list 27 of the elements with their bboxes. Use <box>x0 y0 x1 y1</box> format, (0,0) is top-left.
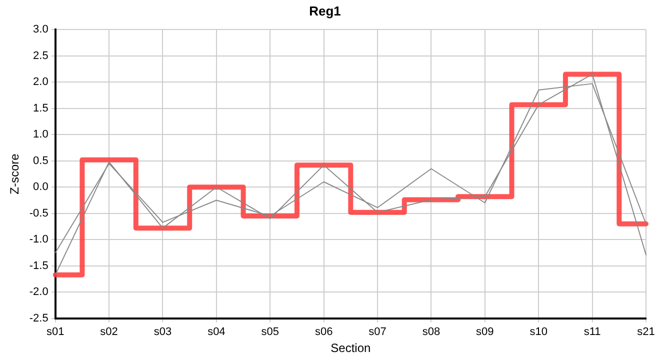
y-tick-label: -1.0 <box>29 234 48 246</box>
y-tick-label: 0.0 <box>33 181 48 194</box>
y-tick-label: 1.0 <box>33 128 48 141</box>
x-tick-label: s21 <box>637 326 655 338</box>
y-tick-label: -2.5 <box>29 312 48 324</box>
x-tick-label: s06 <box>314 326 333 338</box>
y-tick-label: 2.5 <box>33 50 48 62</box>
x-tick-label: s11 <box>584 326 601 338</box>
x-tick-label: s08 <box>422 326 440 338</box>
y-tick-label: -1.5 <box>29 260 48 272</box>
x-tick-label: s04 <box>208 326 226 338</box>
x-axis-title: Section <box>330 341 371 356</box>
x-tick-label: s10 <box>530 326 548 338</box>
x-tick-label: s03 <box>154 326 172 338</box>
x-tick-label: s02 <box>100 326 118 338</box>
x-tick-label: s01 <box>46 326 64 338</box>
y-tick-label: 1.5 <box>33 102 48 114</box>
x-tick-label: s09 <box>476 326 494 338</box>
x-tick-label: s07 <box>368 326 386 338</box>
y-tick-label: 2.0 <box>33 76 48 88</box>
y-tick-label: 3.0 <box>33 24 48 36</box>
y-tick-label: -0.5 <box>29 207 48 220</box>
y-axis-title: Z-score <box>8 153 22 194</box>
y-tick-label: 0.5 <box>33 154 48 167</box>
chart-title: Reg1 <box>309 3 341 18</box>
x-tick-label: s05 <box>261 326 280 338</box>
y-tick-label: -2.0 <box>29 286 48 298</box>
